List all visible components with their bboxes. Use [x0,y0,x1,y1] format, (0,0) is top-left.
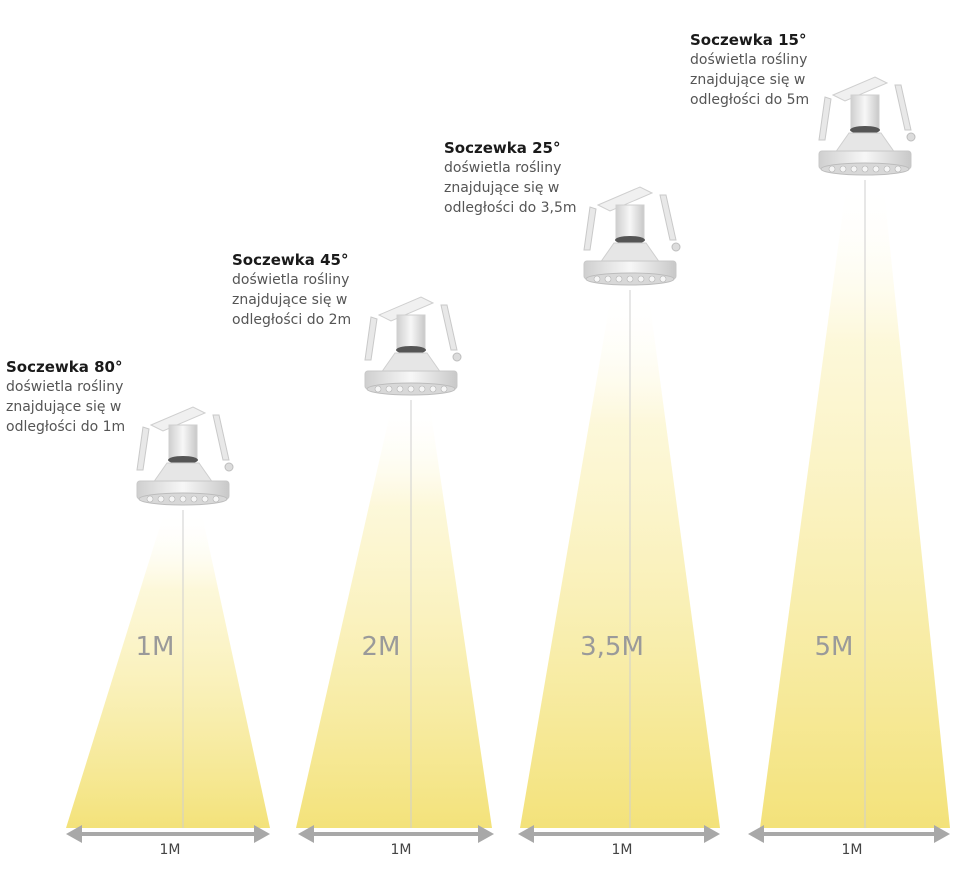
lens-desc-line: znajdujące się w [232,292,348,308]
light-beam [520,290,720,828]
lens-desc-line: znajdujące się w [6,399,122,415]
distance-label-3: 3,5M [580,632,644,662]
lamp-label-3: Soczewka 25° doświetla rośliny znajdując… [444,138,577,218]
double-arrow-icon [748,825,950,843]
arrows-layer [66,825,950,843]
lens-desc-line: znajdujące się w [690,72,806,88]
lamp-icon [364,296,462,396]
lens-desc-line: doświetla rośliny [690,52,808,68]
width-label-1: 1M [159,842,181,858]
lens-desc-line: odległości do 2m [232,312,352,328]
light-beam [66,510,270,828]
lamps-layer [136,76,916,506]
lens-desc-line: doświetla rośliny [6,379,124,395]
lens-desc-line: doświetla rośliny [444,160,562,176]
lamp-icon [818,76,916,176]
double-arrow-icon [298,825,494,843]
lamp-icon [136,406,234,506]
lens-desc-line: znajdujące się w [444,180,560,196]
distance-label-1: 1M [135,632,175,662]
beams-layer [66,180,950,828]
width-label-4: 1M [841,842,863,858]
lens-desc-line: doświetla rośliny [232,272,350,288]
lens-title: Soczewka 80° [6,358,123,376]
lens-title: Soczewka 15° [690,31,807,49]
light-beam [296,400,492,828]
lamp-label-1: Soczewka 80° doświetla rośliny znajdując… [6,357,125,437]
lens-title: Soczewka 25° [444,139,561,157]
lens-desc-line: odległości do 1m [6,419,126,435]
distance-label-2: 2M [361,632,401,662]
lens-title: Soczewka 45° [232,251,349,269]
lens-desc-line: odległości do 5m [690,92,810,108]
lens-desc-line: odległości do 3,5m [444,200,577,216]
distance-label-4: 5M [814,632,854,662]
width-label-3: 1M [611,842,633,858]
double-arrow-icon [518,825,720,843]
double-arrow-icon [66,825,270,843]
lamp-label-2: Soczewka 45° doświetla rośliny znajdując… [232,250,351,330]
lamp-icon [583,186,681,286]
lamp-label-4: Soczewka 15° doświetla rośliny znajdując… [690,30,809,110]
light-beam [760,180,950,828]
width-label-2: 1M [390,842,412,858]
